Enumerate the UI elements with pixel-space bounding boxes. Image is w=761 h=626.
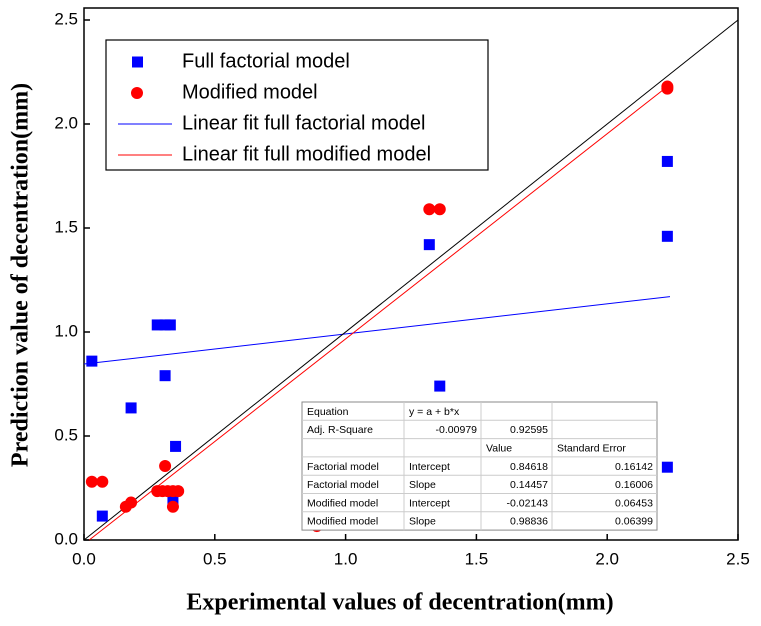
table-cell: 0.06453 (615, 497, 653, 509)
x-tick-label: 1.0 (334, 549, 358, 568)
table-cell: 0.16006 (615, 479, 653, 491)
table-cell: Factorial model (307, 461, 379, 473)
table-cell: 0.84618 (510, 461, 548, 473)
line (83, 296, 671, 365)
legend-label: Modified model (182, 81, 318, 103)
point (661, 155, 673, 167)
legend-label: Linear fit full factorial model (182, 112, 425, 134)
line (83, 19, 739, 541)
point (151, 319, 163, 331)
table-cell: -0.00979 (436, 424, 478, 436)
y-axis-title: Prediction value of decentration(mm) (8, 83, 34, 467)
table-cell: Factorial model (307, 479, 379, 491)
x-tick-label: 1.5 (465, 549, 489, 568)
table-cell: Adj. R-Square (307, 424, 373, 436)
y-tick-label: 2.0 (54, 113, 78, 132)
table-cell: Modified model (307, 516, 378, 528)
table-cell: Slope (409, 516, 436, 528)
table-cell: 0.92595 (510, 424, 548, 436)
point (96, 510, 108, 522)
x-tick-label: 0.0 (72, 549, 96, 568)
table-cell: Slope (409, 479, 436, 491)
x-tick-label: 0.5 (203, 549, 227, 568)
point (86, 355, 98, 367)
table-cell: Intercept (409, 497, 450, 509)
point (85, 475, 98, 488)
plot-frame (83, 7, 739, 541)
y-tick-label: 1.0 (54, 321, 78, 340)
legend-label: Linear fit full modified model (182, 143, 431, 165)
point (96, 475, 109, 488)
point (167, 494, 179, 506)
point (159, 370, 171, 382)
y-tick-label: 0.0 (54, 529, 78, 548)
x-tick-label: 2.5 (726, 549, 750, 568)
y-tick-label: 1.5 (54, 217, 78, 236)
y-tick-label: 2.5 (54, 9, 78, 28)
table-cell: Standard Error (557, 443, 626, 455)
table-cell: Modified model (307, 497, 378, 509)
point (433, 203, 446, 216)
point (164, 319, 176, 331)
point (661, 461, 673, 473)
table-cell: Intercept (409, 461, 450, 473)
point (434, 380, 446, 392)
point (661, 230, 673, 242)
x-axis-title: Experimental values of decentration(mm) (186, 590, 613, 616)
line (88, 84, 671, 541)
table-cell: 0.98836 (510, 516, 548, 528)
table-cell: Equation (307, 406, 349, 418)
point (170, 440, 182, 452)
table-cell: Value (486, 443, 512, 455)
point (125, 402, 137, 414)
table-cell: 0.14457 (510, 479, 548, 491)
point (125, 496, 138, 509)
table-cell: 0.06399 (615, 516, 653, 528)
table-cell: -0.02143 (507, 497, 549, 509)
point (166, 500, 179, 513)
y-tick-label: 0.5 (54, 425, 78, 444)
point (159, 459, 172, 472)
table-cell: 0.16142 (615, 461, 653, 473)
legend-box (105, 39, 489, 171)
legend-marker (131, 87, 143, 99)
point (172, 485, 185, 498)
point (661, 82, 674, 95)
table-cell: y = a + b*x (409, 406, 460, 418)
stats-table (301, 401, 658, 531)
point (423, 239, 435, 251)
x-tick-label: 2.0 (595, 549, 619, 568)
legend-marker (132, 56, 143, 68)
point (423, 203, 436, 216)
legend-label: Full factorial model (182, 50, 350, 72)
